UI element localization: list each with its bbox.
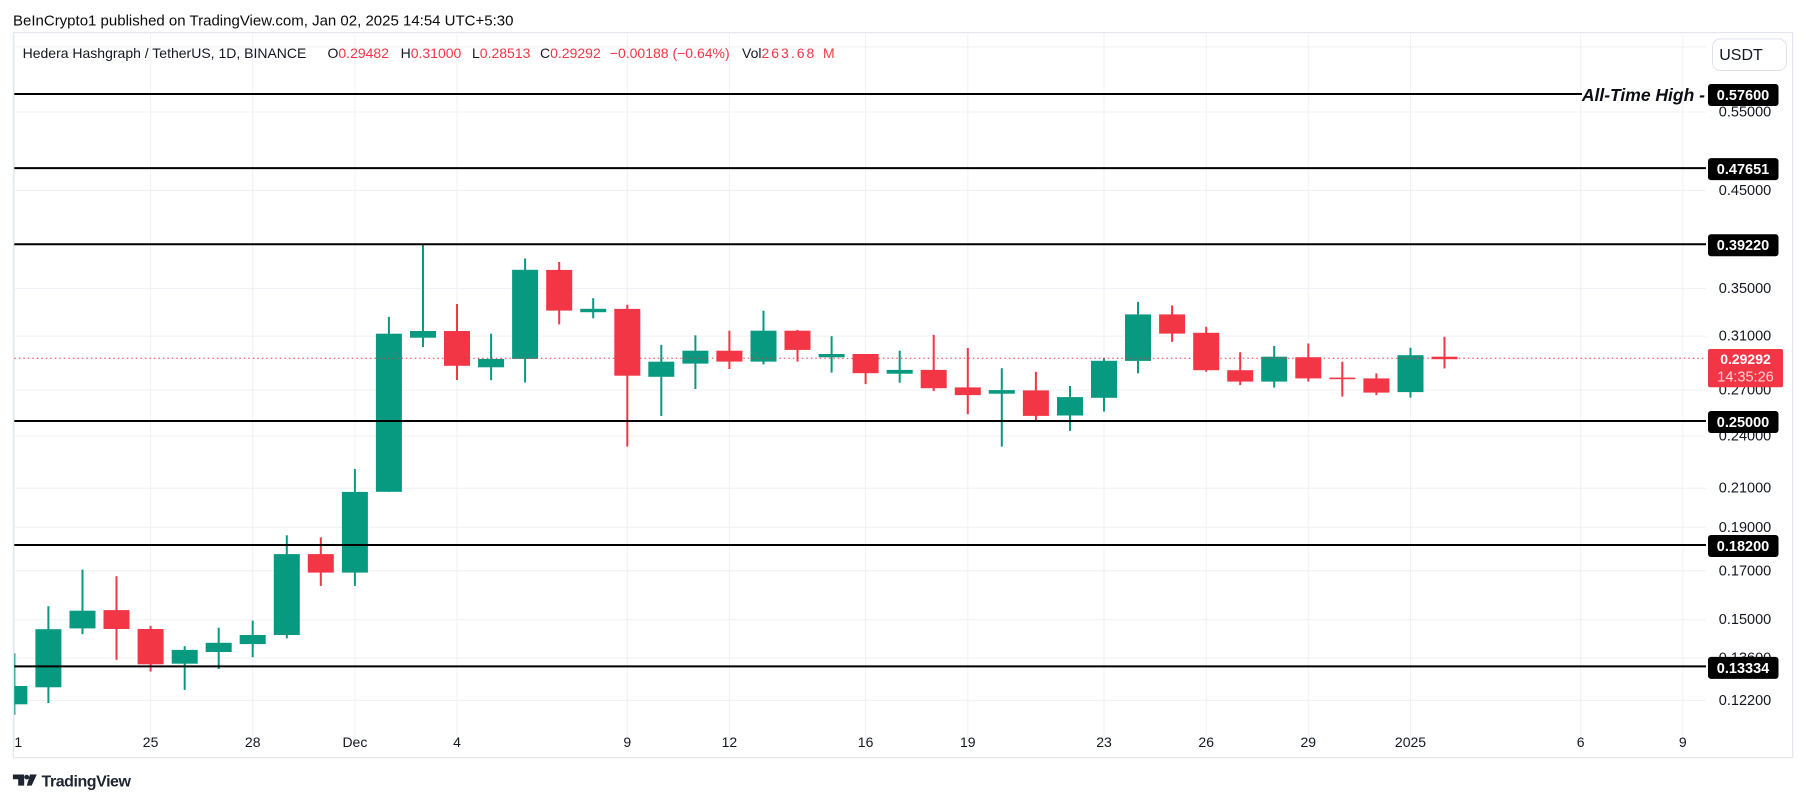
svg-text:0.39220: 0.39220 (1717, 238, 1769, 254)
svg-text:28: 28 (245, 734, 261, 750)
svg-text:0.18200: 0.18200 (1717, 539, 1769, 555)
svg-text:9: 9 (623, 734, 631, 750)
svg-text:0.13334: 0.13334 (1717, 661, 1769, 677)
svg-text:0.45000: 0.45000 (1719, 183, 1771, 199)
svg-text:23: 23 (1096, 734, 1112, 750)
svg-text:Hedera Hashgraph / TetherUS, 1: Hedera Hashgraph / TetherUS, 1D, BINANCE… (23, 45, 835, 61)
svg-text:TradingView: TradingView (42, 774, 132, 791)
svg-text:0.21000: 0.21000 (1719, 481, 1771, 497)
svg-text:12: 12 (722, 734, 738, 750)
svg-text:0.35000: 0.35000 (1719, 281, 1771, 297)
svg-text:0.25000: 0.25000 (1717, 415, 1769, 431)
svg-text:6: 6 (1577, 734, 1585, 750)
svg-text:14:35:26: 14:35:26 (1717, 370, 1773, 386)
svg-text:16: 16 (858, 734, 874, 750)
svg-text:0.19000: 0.19000 (1719, 520, 1771, 536)
svg-text:19: 19 (960, 734, 976, 750)
svg-text:9: 9 (1679, 734, 1687, 750)
svg-text:0.29292: 0.29292 (1720, 351, 1771, 367)
svg-text:26: 26 (1198, 734, 1214, 750)
svg-text:Dec: Dec (342, 734, 367, 750)
svg-text:0.47651: 0.47651 (1717, 162, 1769, 178)
svg-text:USDT: USDT (1719, 47, 1763, 64)
svg-text:29: 29 (1301, 734, 1317, 750)
svg-text:0.57600: 0.57600 (1717, 88, 1769, 104)
svg-text:0.15000: 0.15000 (1719, 612, 1771, 628)
svg-text:25: 25 (143, 734, 159, 750)
svg-text:21: 21 (7, 734, 23, 750)
svg-text:2025: 2025 (1395, 734, 1426, 750)
svg-text:0.12200: 0.12200 (1719, 693, 1771, 709)
svg-text:4: 4 (453, 734, 461, 750)
svg-text:0.17000: 0.17000 (1719, 563, 1771, 579)
svg-text:0.55000: 0.55000 (1719, 105, 1771, 121)
svg-text:0.31000: 0.31000 (1719, 329, 1771, 345)
svg-text:All-Time High -: All-Time High - (1581, 85, 1705, 105)
svg-text:BeInCrypto1 published on Tradi: BeInCrypto1 published on TradingView.com… (13, 13, 513, 30)
